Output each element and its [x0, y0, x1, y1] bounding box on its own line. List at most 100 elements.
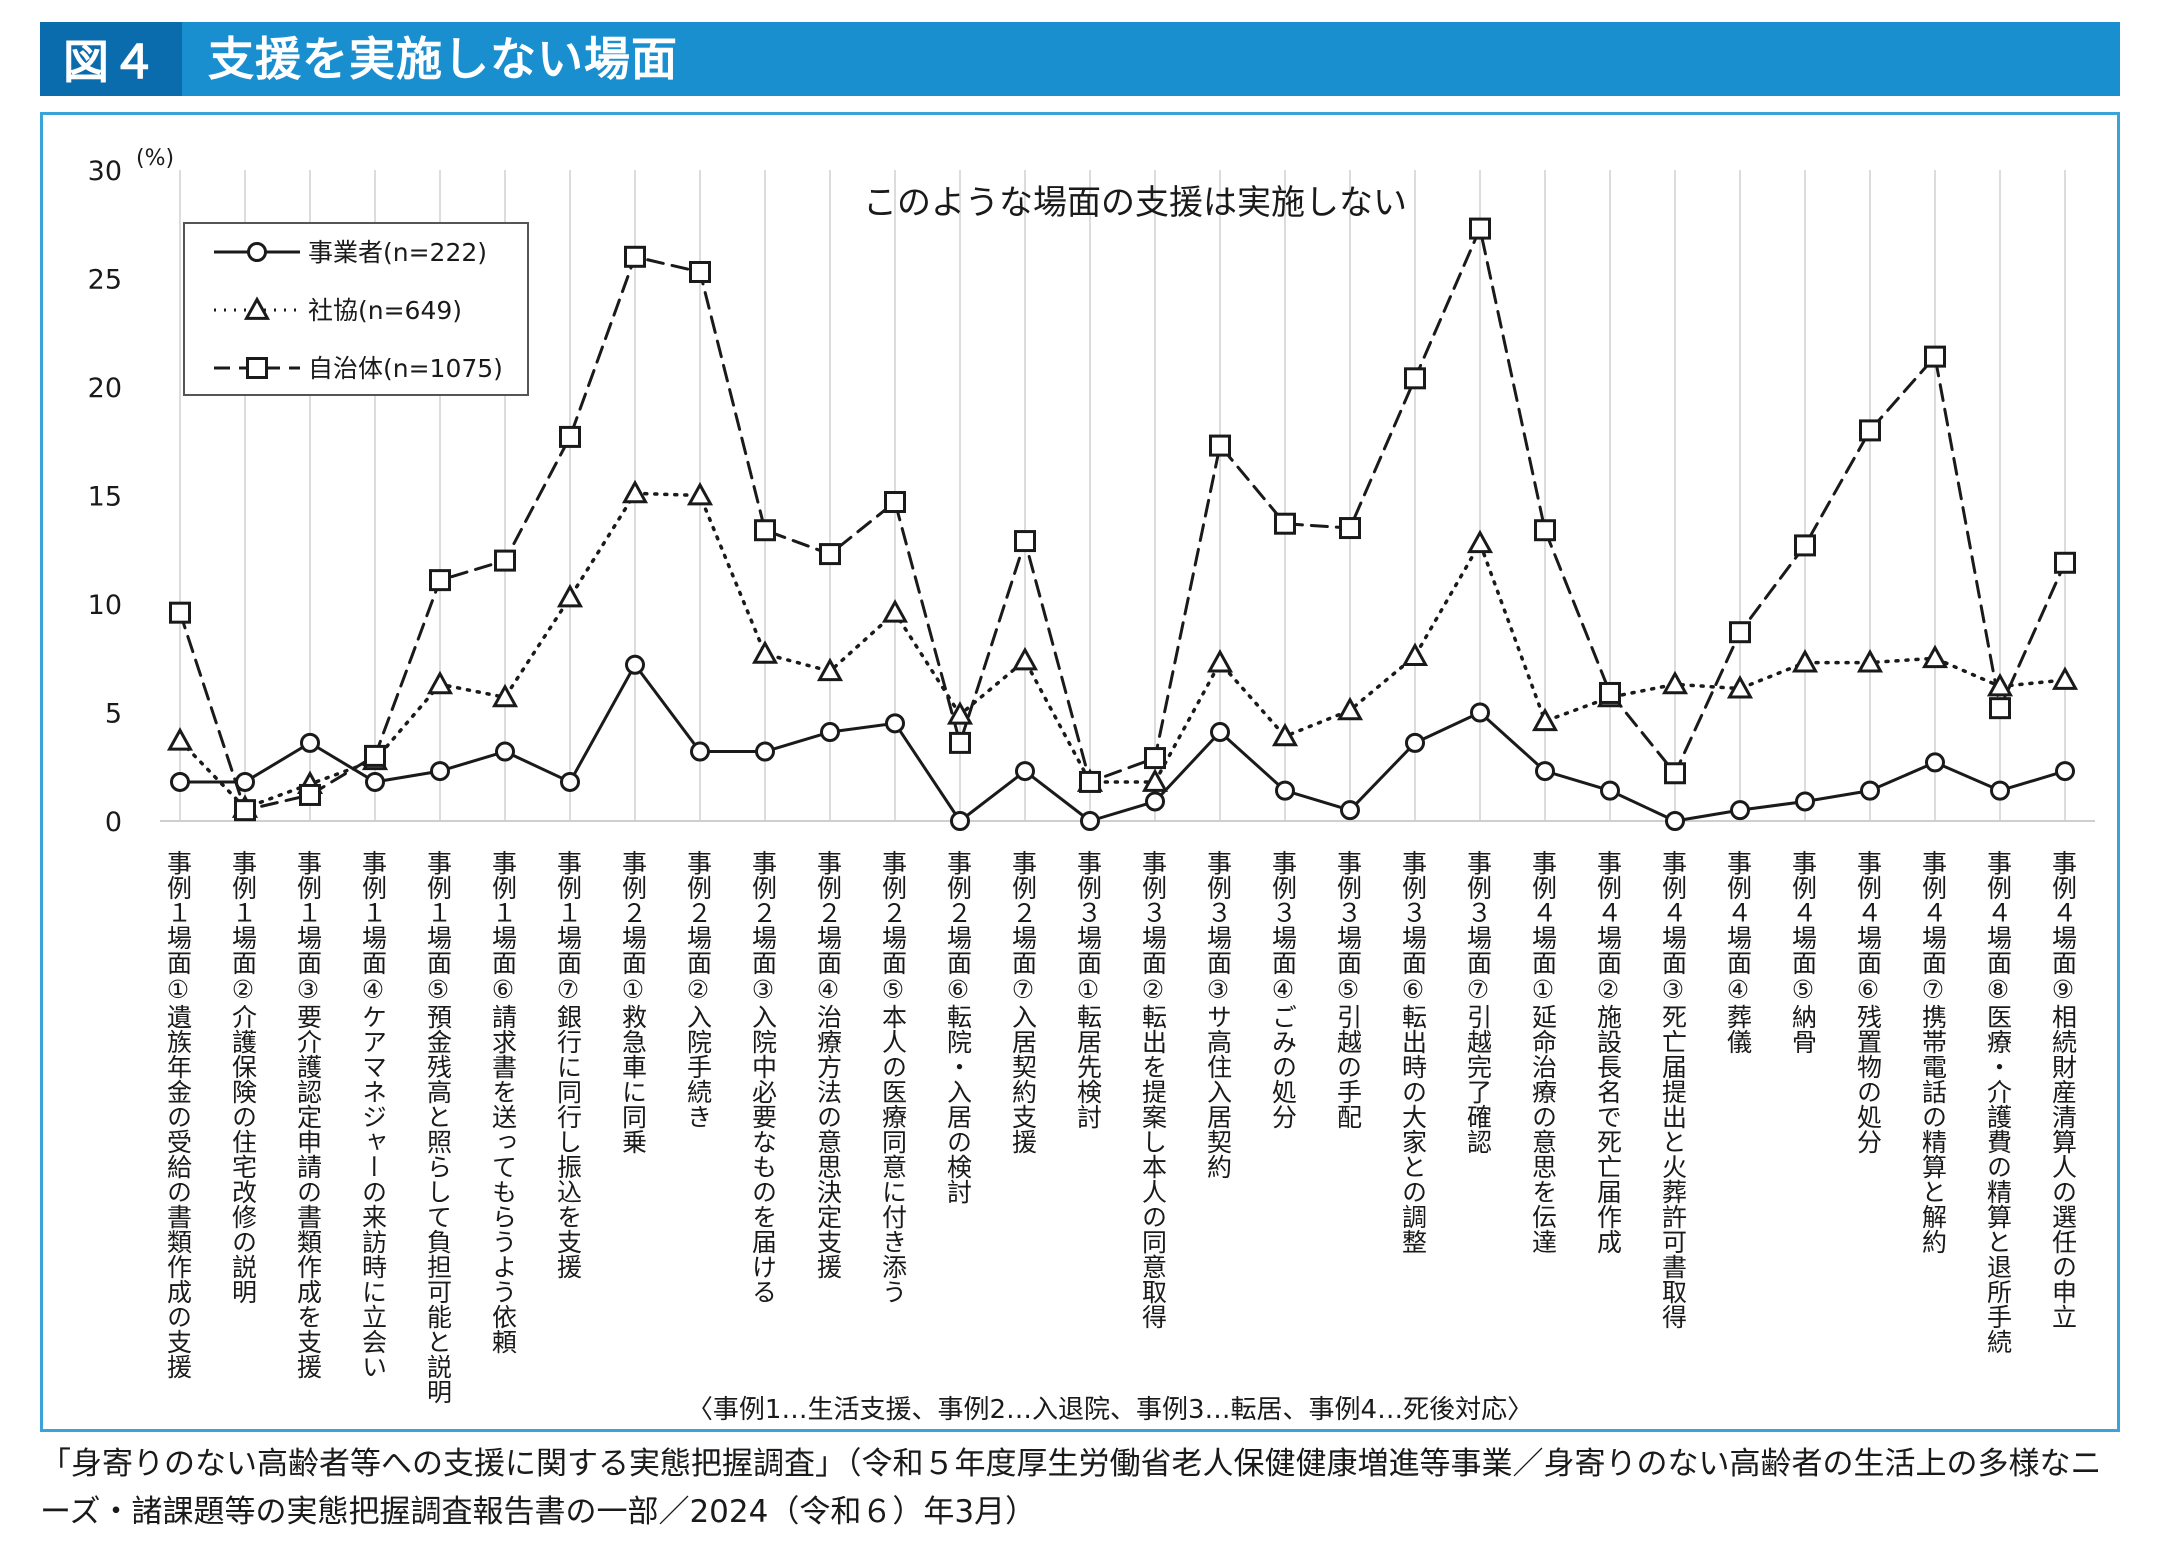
data-point-s3: [754, 519, 776, 542]
category-label: 事例１場面①遺族年金の受給の書類作成の支援: [164, 850, 193, 1379]
data-point-s1: [1535, 761, 1555, 782]
y-tick-label: 15: [88, 482, 122, 513]
series-lines: [178, 227, 2067, 823]
legend-label-3: 自治体(n=1075): [308, 354, 503, 383]
data-point-s1: [1340, 800, 1360, 821]
data-point-s1: [1730, 800, 1750, 821]
data-point-s3: [1664, 762, 1686, 785]
y-tick-label: 20: [88, 373, 122, 404]
category-label: 事例３場面⑤引越の手配: [1334, 850, 1363, 1129]
figure-header: 図４ 支援を実施しない場面: [40, 22, 2120, 96]
data-point-s3: [624, 245, 646, 268]
y-axis: 0 5 10 15 20 25 30: [88, 156, 122, 838]
category-label: 事例３場面③サ高住入居契約: [1204, 850, 1233, 1179]
y-tick-label: 0: [105, 807, 122, 838]
category-label: 事例２場面③入院中必要なものを届ける: [749, 850, 778, 1304]
category-label: 事例１場面⑥請求書を送ってもらうよう依頼: [489, 850, 518, 1354]
data-point-s3: [169, 601, 191, 624]
data-point-s2: [2051, 666, 2079, 690]
legend: 事業者(n=222) 社協(n=649) 自治体(n=1075): [183, 222, 529, 396]
series-markers: [166, 217, 2079, 831]
data-point-s1: [1795, 791, 1815, 812]
data-point-s2: [1856, 649, 1884, 673]
category-label: 事例３場面⑦引越完了確認: [1464, 850, 1493, 1154]
category-label: 事例３場面②転出を提案し本人の同意取得: [1139, 850, 1168, 1329]
data-point-s3: [1924, 345, 1946, 368]
category-label: 事例３場面①転居先検討: [1074, 850, 1103, 1129]
data-point-s3: [1144, 747, 1166, 770]
y-tick-label: 10: [88, 590, 122, 621]
data-point-s2: [491, 683, 519, 708]
data-point-s1: [300, 732, 320, 753]
data-point-s3: [364, 744, 386, 767]
data-point-s2: [1206, 649, 1234, 673]
legend-marker-2: [243, 296, 271, 320]
data-point-s3: [1339, 517, 1361, 540]
category-label: 事例４場面④葬儀: [1724, 850, 1753, 1054]
category-label: 事例４場面⑨相続財産清算人の選任の申立: [2049, 850, 2078, 1329]
data-point-s3: [1794, 534, 1816, 557]
category-label: 事例１場面⑦銀行に同行し振込を支援: [554, 850, 583, 1279]
data-point-s1: [820, 722, 840, 743]
category-label: 事例２場面⑤本人の医療同意に付き添う: [879, 850, 908, 1304]
series-line-2: [178, 491, 2067, 810]
data-point-s3: [949, 731, 971, 754]
data-point-s2: [1986, 672, 2014, 697]
source-note: 「身寄りのない高齢者等への支援に関する実態把握調査」（令和５年度厚生労働省老人保…: [40, 1446, 2102, 1530]
data-point-s3: [1599, 681, 1621, 704]
data-point-s1: [1275, 780, 1295, 801]
data-point-s1: [1860, 780, 1880, 801]
data-point-s1: [1600, 780, 1620, 801]
data-point-s2: [1921, 644, 1949, 669]
data-point-s2: [1531, 707, 1559, 732]
data-point-s1: [1470, 702, 1490, 723]
data-point-s3: [429, 569, 451, 592]
category-label: 事例２場面⑥転院・入居の検討: [944, 850, 973, 1204]
data-point-s1: [1925, 752, 1945, 773]
legend-marker-3: [246, 357, 268, 379]
data-point-s1: [690, 741, 710, 762]
category-label: 事例３場面④ごみの処分: [1269, 850, 1298, 1129]
data-point-s1: [430, 761, 450, 782]
data-point-s3: [494, 549, 516, 572]
data-point-s3: [1729, 621, 1751, 644]
data-point-s1: [2055, 761, 2075, 782]
y-tick-label: 25: [88, 265, 122, 296]
y-axis-unit: (%): [136, 146, 174, 171]
data-point-s2: [1271, 722, 1299, 747]
category-label: 事例２場面②入院手続き: [684, 850, 713, 1129]
data-point-s2: [1466, 529, 1494, 554]
data-point-s3: [1079, 770, 1101, 793]
category-label: 事例１場面④ケアマネジャーの来訪時に立会い: [359, 850, 388, 1379]
category-label: 事例４場面⑦携帯電話の精算と解約: [1919, 850, 1948, 1254]
data-point-s3: [689, 260, 711, 283]
category-label: 事例２場面④治療方法の意思決定支援: [814, 850, 843, 1279]
data-point-s1: [235, 771, 255, 792]
category-label: 事例４場面⑥残置物の処分: [1854, 850, 1883, 1154]
legend-label-1: 事業者(n=222): [308, 238, 487, 267]
category-label: 事例１場面②介護保険の住宅改修の説明: [229, 850, 258, 1304]
data-point-s1: [560, 771, 580, 792]
data-point-s3: [299, 783, 321, 806]
data-point-s2: [1401, 642, 1429, 666]
data-point-s3: [819, 543, 841, 566]
data-point-s1: [1080, 811, 1100, 831]
figure-title: 支援を実施しない場面: [208, 32, 678, 86]
data-point-s1: [1405, 732, 1425, 753]
category-label: 事例４場面②施設長名で死亡届作成: [1594, 850, 1623, 1254]
data-point-s3: [1469, 217, 1491, 240]
data-point-s3: [1989, 697, 2011, 720]
category-label: 事例４場面③死亡届提出と火葬許可書取得: [1659, 850, 1688, 1329]
category-labels: 事例１場面①遺族年金の受給の書類作成の支援 事例１場面②介護保険の住宅改修の説明 事…: [164, 850, 2078, 1404]
data-point-s2: [426, 670, 454, 695]
data-point-s3: [1404, 367, 1426, 390]
data-point-s1: [1015, 761, 1035, 782]
data-point-s2: [166, 727, 194, 751]
data-point-s2: [816, 657, 844, 682]
legend-label-2: 社協(n=649): [308, 296, 462, 325]
data-point-s2: [946, 701, 974, 725]
data-point-s3: [1534, 519, 1556, 542]
data-point-s2: [1791, 649, 1819, 673]
category-label: 事例４場面⑧医療・介護費の精算と退所手続: [1984, 850, 2013, 1354]
